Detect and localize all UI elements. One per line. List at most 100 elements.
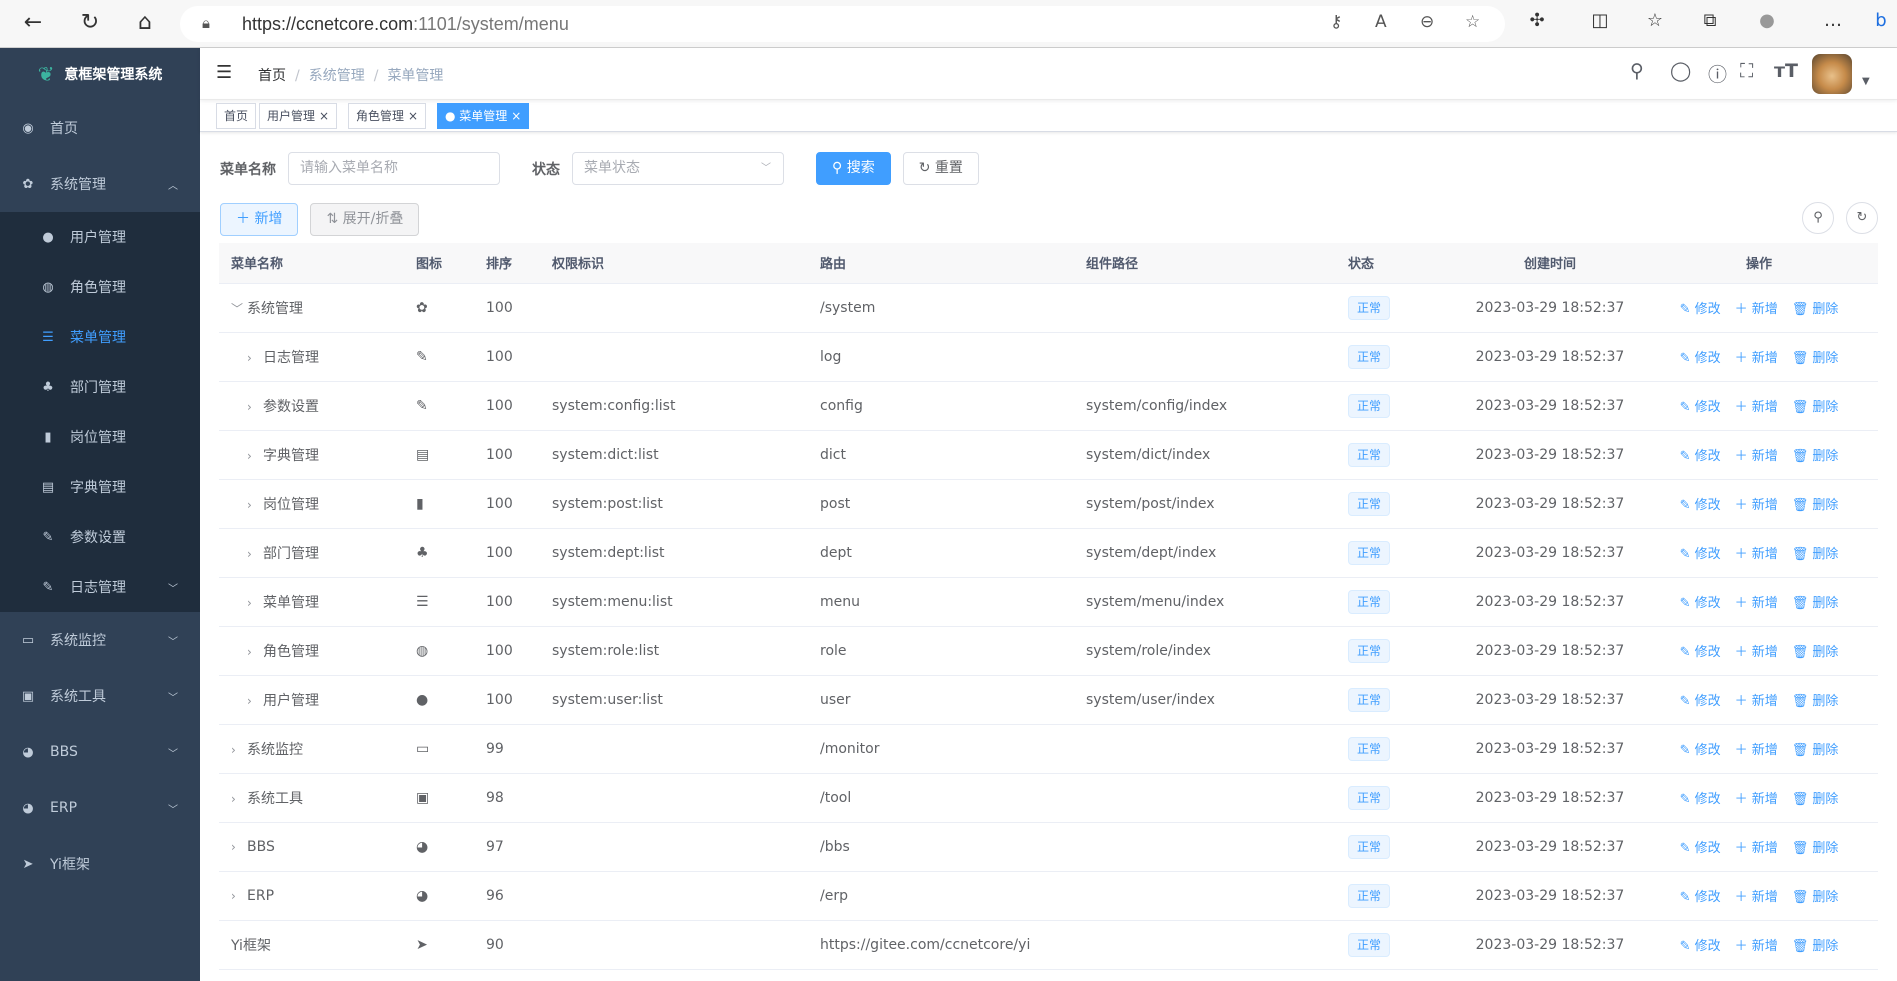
github-icon[interactable]: ◯: [1670, 60, 1692, 82]
edit-button[interactable]: ✎ 修改: [1680, 645, 1721, 660]
sidebar-item-12[interactable]: ◕ BBS ﹀: [0, 724, 200, 780]
breadcrumb-home[interactable]: 首页: [258, 68, 286, 84]
help-icon[interactable]: ⓘ: [1708, 64, 1728, 86]
font-size-icon[interactable]: тT: [1774, 60, 1798, 82]
expand-toggle-button[interactable]: ⇅ 展开/折叠: [310, 203, 420, 236]
edit-button[interactable]: ✎ 修改: [1680, 547, 1721, 562]
sidebar-item-6[interactable]: ▮ 岗位管理: [0, 412, 200, 462]
add-child-button[interactable]: ＋ 新增: [1735, 596, 1778, 611]
close-icon[interactable]: ×: [319, 109, 330, 123]
edit-button[interactable]: ✎ 修改: [1680, 449, 1721, 464]
sidebar-item-3[interactable]: ◍ 角色管理: [0, 262, 200, 312]
key-icon[interactable]: ⚷: [1330, 12, 1343, 32]
add-child-button[interactable]: ＋ 新增: [1735, 841, 1778, 856]
add-child-button[interactable]: ＋ 新增: [1735, 694, 1778, 709]
add-child-button[interactable]: ＋ 新增: [1735, 645, 1778, 660]
chevron-right-icon[interactable]: ›: [247, 350, 252, 365]
chevron-right-icon[interactable]: ›: [231, 888, 236, 903]
delete-button[interactable]: 🗑︎ 删除: [1792, 792, 1839, 807]
search-icon[interactable]: ⚲: [1630, 60, 1644, 82]
edit-button[interactable]: ✎ 修改: [1680, 400, 1721, 415]
edit-button[interactable]: ✎ 修改: [1680, 302, 1721, 317]
sidebar-item-10[interactable]: ▭ 系统监控 ﹀: [0, 612, 200, 668]
extensions-icon[interactable]: ✣: [1529, 10, 1545, 31]
add-child-button[interactable]: ＋ 新增: [1735, 890, 1778, 905]
favorites-icon[interactable]: ☆: [1646, 10, 1664, 31]
sidebar-item-11[interactable]: ▣ 系统工具 ﹀: [0, 668, 200, 724]
sidebar-item-14[interactable]: ➤ Yi框架: [0, 836, 200, 892]
add-child-button[interactable]: ＋ 新增: [1735, 302, 1778, 317]
delete-button[interactable]: 🗑︎ 删除: [1792, 547, 1839, 562]
delete-button[interactable]: 🗑︎ 删除: [1792, 694, 1839, 709]
sidebar-item-9[interactable]: ✎ 日志管理 ﹀: [0, 562, 200, 612]
split-screen-icon[interactable]: ◫: [1591, 10, 1609, 31]
refresh-icon[interactable]: ↻: [80, 10, 100, 35]
chevron-right-icon[interactable]: ›: [247, 546, 252, 561]
hamburger-icon[interactable]: ☰: [216, 62, 233, 83]
close-icon[interactable]: ×: [511, 109, 522, 123]
sidebar-item-1[interactable]: ✿ 系统管理 ︿: [0, 156, 200, 212]
add-button[interactable]: ＋ 新增: [220, 203, 299, 236]
sidebar-item-8[interactable]: ✎ 参数设置: [0, 512, 200, 562]
delete-button[interactable]: 🗑︎ 删除: [1792, 645, 1839, 660]
sidebar-item-0[interactable]: ◉ 首页: [0, 100, 200, 156]
add-child-button[interactable]: ＋ 新增: [1735, 743, 1778, 758]
toggle-search-button[interactable]: ⚲: [1802, 202, 1834, 234]
edit-button[interactable]: ✎ 修改: [1680, 939, 1721, 954]
chevron-right-icon[interactable]: ›: [247, 693, 252, 708]
sidebar-item-13[interactable]: ◕ ERP ﹀: [0, 780, 200, 836]
chevron-down-icon[interactable]: ﹀: [231, 301, 244, 316]
edit-button[interactable]: ✎ 修改: [1680, 351, 1721, 366]
delete-button[interactable]: 🗑︎ 删除: [1792, 302, 1839, 317]
chevron-right-icon[interactable]: ›: [231, 791, 236, 806]
delete-button[interactable]: 🗑︎ 删除: [1792, 351, 1839, 366]
caret-down-icon[interactable]: ▼: [1862, 76, 1870, 87]
home-icon[interactable]: ⌂: [138, 10, 152, 35]
back-icon[interactable]: ←: [23, 10, 43, 35]
delete-button[interactable]: 🗑︎ 删除: [1792, 498, 1839, 513]
edit-button[interactable]: ✎ 修改: [1680, 792, 1721, 807]
delete-button[interactable]: 🗑︎ 删除: [1792, 449, 1839, 464]
menu-name-input[interactable]: 请输入菜单名称: [288, 152, 500, 185]
status-select[interactable]: 菜单状态 ﹀: [572, 152, 784, 185]
add-child-button[interactable]: ＋ 新增: [1735, 498, 1778, 513]
chevron-right-icon[interactable]: ›: [247, 644, 252, 659]
collections-icon[interactable]: ⧉: [1703, 10, 1717, 31]
edit-button[interactable]: ✎ 修改: [1680, 890, 1721, 905]
sidebar-item-2[interactable]: ● 用户管理: [0, 212, 200, 262]
sidebar-item-7[interactable]: ▤ 字典管理: [0, 462, 200, 512]
tag-0[interactable]: 首页: [216, 103, 257, 129]
read-aloud-icon[interactable]: A: [1375, 12, 1387, 32]
edit-button[interactable]: ✎ 修改: [1680, 743, 1721, 758]
favorite-add-icon[interactable]: ☆: [1465, 12, 1481, 32]
sidebar-item-5[interactable]: ♣ 部门管理: [0, 362, 200, 412]
edit-button[interactable]: ✎ 修改: [1680, 841, 1721, 856]
chevron-right-icon[interactable]: ›: [247, 497, 252, 512]
tag-1[interactable]: 用户管理 ×: [259, 103, 338, 129]
refresh-table-button[interactable]: ↻: [1846, 202, 1878, 234]
add-child-button[interactable]: ＋ 新增: [1735, 792, 1778, 807]
edit-button[interactable]: ✎ 修改: [1680, 596, 1721, 611]
delete-button[interactable]: 🗑︎ 删除: [1792, 400, 1839, 415]
address-bar[interactable]: 🔒︎ https://ccnetcore.com:1101/system/men…: [180, 6, 1505, 42]
chevron-right-icon[interactable]: ›: [247, 448, 252, 463]
add-child-button[interactable]: ＋ 新增: [1735, 547, 1778, 562]
chevron-right-icon[interactable]: ›: [247, 399, 252, 414]
more-icon[interactable]: …: [1824, 10, 1842, 31]
add-child-button[interactable]: ＋ 新增: [1735, 351, 1778, 366]
chevron-right-icon[interactable]: ›: [247, 595, 252, 610]
chevron-right-icon[interactable]: ›: [231, 839, 236, 854]
fullscreen-icon[interactable]: ⛶: [1740, 60, 1754, 82]
delete-button[interactable]: 🗑︎ 删除: [1792, 743, 1839, 758]
add-child-button[interactable]: ＋ 新增: [1735, 400, 1778, 415]
add-child-button[interactable]: ＋ 新增: [1735, 939, 1778, 954]
reset-button[interactable]: ↻ 重置: [902, 152, 979, 185]
tag-2[interactable]: 角色管理 ×: [348, 103, 427, 129]
avatar[interactable]: [1812, 54, 1852, 94]
chevron-right-icon[interactable]: ›: [231, 742, 236, 757]
bing-icon[interactable]: b: [1875, 10, 1887, 31]
zoom-out-icon[interactable]: ⊖: [1420, 12, 1435, 32]
logo[interactable]: ❦ 意框架管理系统: [0, 48, 200, 100]
edit-button[interactable]: ✎ 修改: [1680, 694, 1721, 709]
delete-button[interactable]: 🗑︎ 删除: [1792, 939, 1839, 954]
